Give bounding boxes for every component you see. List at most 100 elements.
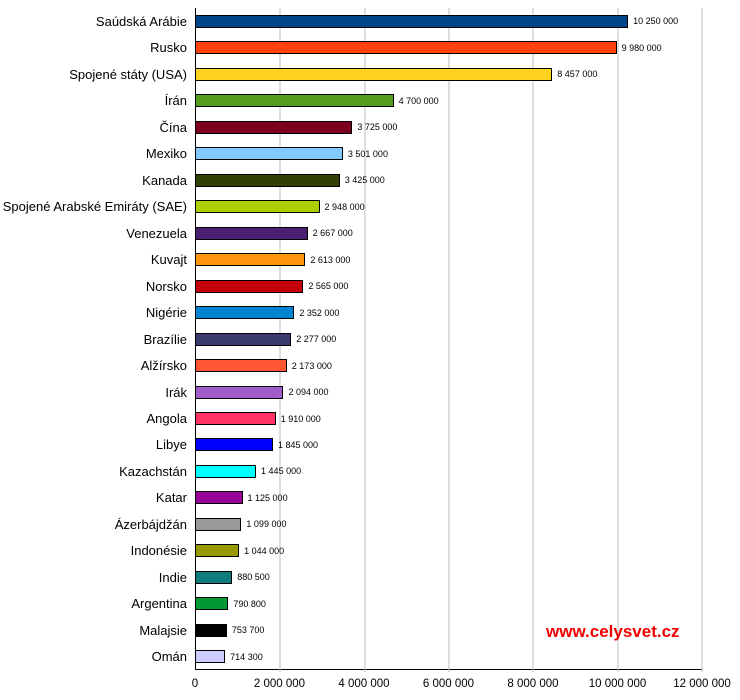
bar-area: 8 457 000	[195, 61, 702, 87]
x-tick-label: 8 000 000	[507, 678, 559, 690]
value-label: 2 277 000	[296, 334, 337, 345]
bar-row: Saúdská Arábie 10 250 000	[0, 8, 702, 34]
gridline	[701, 8, 703, 672]
value-label: 4 700 000	[398, 95, 439, 106]
bar-row: Kuvajt 2 613 000	[0, 246, 702, 272]
x-axis-labels: 0 2 000 000 4 000 000 6 000 000 8 000 000 10 …	[191, 676, 731, 694]
category-label: Angola	[146, 411, 187, 426]
bar-row: Mexiko 3 501 000	[0, 140, 702, 166]
category-label: Malajsie	[139, 622, 187, 638]
category-label: Spojené státy (USA)	[69, 66, 187, 82]
category-label: Indie	[158, 569, 187, 585]
category-label: Mexiko	[145, 146, 187, 162]
x-tick-label: 10 000 000	[588, 678, 647, 690]
value-label: 2 173 000	[291, 360, 332, 371]
bar	[195, 623, 227, 637]
category-label: Rusko	[150, 40, 187, 56]
x-tick-label: 0	[191, 678, 199, 690]
category-label: Libye	[155, 437, 187, 453]
bar-area: 2 948 000	[195, 193, 702, 219]
bar-area: 2 352 000	[195, 299, 702, 325]
bar-row: Katar 1 125 000	[0, 485, 702, 511]
bar-row: Nigérie 2 352 000	[0, 299, 702, 325]
gridline	[364, 8, 366, 672]
category-label: Alžírsko	[140, 358, 187, 374]
bar-row: Spojené Arabské Emiráty (SAE) 2 948 000	[0, 193, 702, 219]
value-label: 2 613 000	[310, 254, 351, 265]
bar	[195, 412, 276, 425]
bar-row: Čína 3 725 000	[0, 114, 702, 140]
bar-area: 1 044 000	[195, 538, 702, 564]
bar-area: 10 250 000	[195, 8, 702, 34]
bar-area: 790 800	[195, 591, 702, 617]
bar	[195, 253, 306, 267]
category-label: Saúdská Arábie	[95, 13, 187, 29]
watermark: www.celysvet.cz	[546, 622, 680, 641]
bar-area: 714 300	[195, 644, 702, 670]
bar-row: Norsko 2 565 000	[0, 273, 702, 299]
bar-row: Indonésie 1 044 000	[0, 538, 702, 564]
gridline	[532, 8, 534, 672]
category-label: Venezuela	[126, 225, 187, 241]
bar-row: Irák 2 094 000	[0, 379, 702, 405]
value-label: 2 094 000	[288, 387, 329, 398]
bar-row: Venezuela 2 667 000	[0, 220, 702, 246]
bar-row: Írán 4 700 000	[0, 87, 702, 113]
gridline	[617, 8, 619, 672]
value-label: 1 044 000	[244, 545, 285, 556]
bar	[195, 438, 273, 452]
bar	[195, 94, 394, 108]
bar-area: 2 277 000	[195, 326, 702, 352]
bar-row: Rusko 9 980 000	[0, 34, 702, 60]
bar	[195, 306, 295, 320]
bar	[195, 570, 233, 584]
value-label: 2 565 000	[308, 281, 349, 292]
category-label: Indonésie	[130, 543, 187, 559]
category-label: Ázerbájdžán	[114, 516, 187, 532]
bar-area: 2 565 000	[195, 273, 702, 299]
gridline	[448, 8, 450, 672]
value-label: 790 800	[233, 598, 266, 609]
bar-row: Kanada 3 425 000	[0, 167, 702, 193]
bar	[195, 544, 240, 558]
bar-row: Spojené státy (USA) 8 457 000	[0, 61, 702, 87]
value-label: 1 845 000	[277, 439, 318, 450]
value-label: 1 445 000	[261, 466, 302, 477]
bar-area: 3 501 000	[195, 140, 702, 166]
bar-row: Alžírsko 2 173 000	[0, 352, 702, 378]
bar	[195, 41, 617, 55]
category-label: Katar	[155, 490, 187, 506]
value-label: 2 352 000	[299, 307, 340, 318]
bar-row: Ázerbájdžán 1 099 000	[0, 511, 702, 537]
value-label: 880 500	[237, 572, 270, 583]
bar-row: Kazachstán 1 445 000	[0, 458, 702, 484]
bar-area: 9 980 000	[195, 34, 702, 60]
value-label: 8 457 000	[557, 69, 598, 80]
bar-area: 880 500	[195, 564, 702, 590]
bar	[195, 226, 308, 240]
bar-area: 1 445 000	[195, 458, 702, 484]
bar-row: Brazílie 2 277 000	[0, 326, 702, 352]
bar-area: 1 125 000	[195, 485, 702, 511]
bar	[195, 147, 343, 161]
bar-area: 753 700	[195, 617, 702, 643]
bar	[195, 597, 229, 611]
value-label: 714 300	[230, 651, 263, 662]
value-label: 9 980 000	[621, 42, 662, 53]
x-tick-label: 4 000 000	[338, 678, 390, 690]
bar-area: 2 094 000	[195, 379, 702, 405]
x-tick-label: 6 000 000	[422, 678, 475, 690]
category-label: Írán	[164, 93, 187, 109]
category-label: Argentina	[131, 596, 187, 612]
bar-row: Argentina 790 800	[0, 591, 702, 617]
category-label: Spojené Arabské Emiráty (SAE)	[2, 199, 187, 215]
bar	[195, 173, 340, 187]
bar	[195, 200, 320, 214]
bar	[195, 332, 292, 346]
value-label: 3 425 000	[344, 175, 385, 186]
value-label: 1 910 000	[280, 413, 321, 424]
value-label: 3 725 000	[357, 122, 398, 133]
category-label: Irák	[165, 384, 187, 400]
bar-row: Indie 880 500	[0, 564, 702, 590]
